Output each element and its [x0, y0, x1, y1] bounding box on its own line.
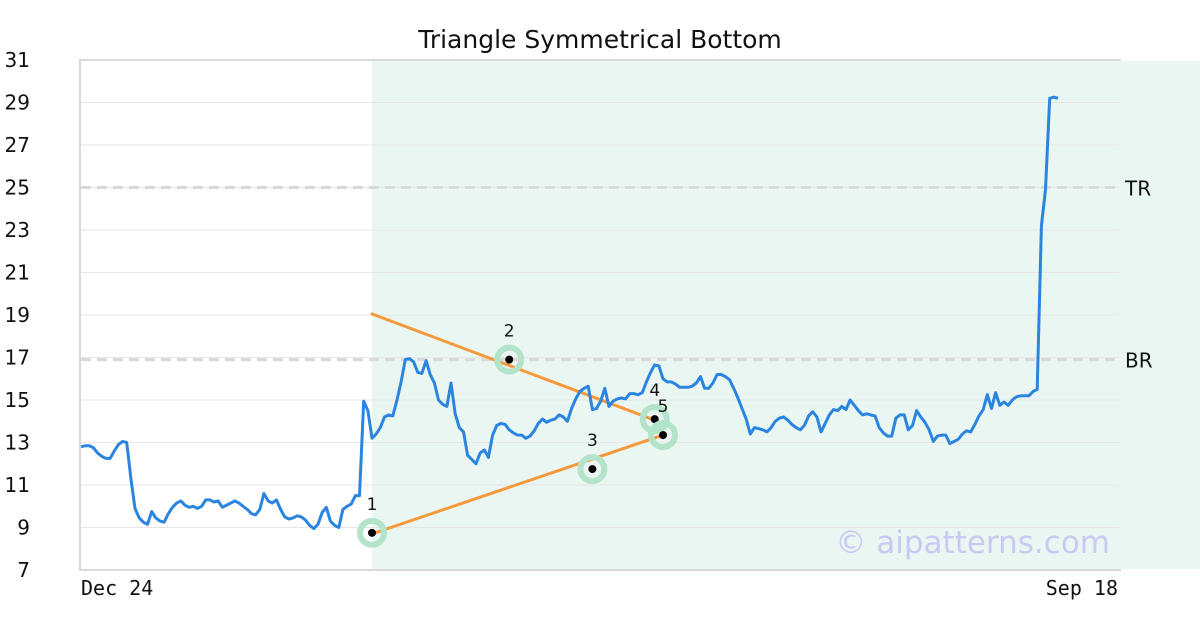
- y-tick-label: 27: [5, 133, 30, 157]
- point-marker-ring: [648, 420, 679, 451]
- point-marker: [588, 465, 597, 474]
- watermark: © aipatterns.com: [835, 525, 1110, 561]
- x-tick-end: Sep 18: [1046, 576, 1118, 600]
- point-marker-ring: [577, 454, 608, 485]
- trendline: [370, 433, 665, 536]
- y-tick-label: 7: [17, 558, 30, 582]
- y-tick-label: 31: [5, 48, 30, 72]
- point-marker: [650, 415, 659, 424]
- point-marker: [368, 528, 377, 537]
- y-tick-label: 25: [5, 176, 30, 200]
- point-label: 5: [658, 397, 669, 417]
- point-label: 4: [649, 381, 660, 401]
- grid: [81, 102, 1119, 528]
- point-label: 1: [367, 495, 378, 515]
- point-label: 3: [587, 431, 598, 451]
- point-label: 2: [504, 322, 515, 342]
- y-tick-label: 13: [5, 431, 30, 455]
- chart-title: Triangle Symmetrical Bottom: [417, 25, 782, 54]
- y-tick-label: 23: [5, 218, 30, 242]
- point-marker-ring: [357, 517, 388, 548]
- y-tick-label: 19: [5, 303, 30, 327]
- point-marker: [659, 431, 668, 440]
- y-tick-label: 29: [5, 91, 30, 115]
- y-tick-label: 11: [5, 473, 30, 497]
- point-marker: [505, 355, 514, 364]
- point-marker-ring: [494, 344, 525, 375]
- x-tick-start: Dec 24: [81, 576, 153, 600]
- y-tick-label: 15: [5, 388, 30, 412]
- levels: TR BR: [81, 177, 1153, 373]
- level-label-tr: TR: [1124, 177, 1151, 201]
- y-tick-label: 9: [17, 516, 30, 540]
- y-tick-label: 21: [5, 261, 30, 285]
- y-tick-label: 17: [5, 346, 30, 370]
- y-axis-ticks: 7 9 11 13 15 17 19 21 23 25 27 29 31: [5, 48, 30, 582]
- price-line: [80, 95, 1059, 531]
- pattern-points: 12345BreakOut: [357, 322, 679, 548]
- level-label-br: BR: [1125, 349, 1153, 373]
